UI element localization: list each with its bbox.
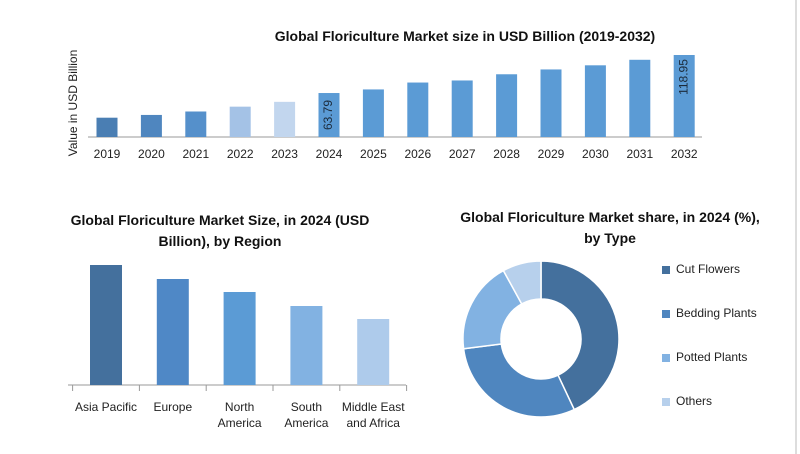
x-tick-label: South America — [284, 400, 329, 430]
x-tick-label: Europe — [153, 400, 193, 414]
value-label: 118.95 — [676, 59, 690, 95]
y-axis-label: Value in USD Billion — [66, 50, 80, 157]
chart-title: Global Floriculture Market Size, in 2024… — [70, 212, 370, 249]
bar — [496, 74, 518, 137]
bar — [96, 117, 118, 137]
donut-slice — [462, 343, 576, 418]
bar — [156, 279, 189, 385]
legend-swatch — [662, 266, 670, 274]
value-label: 63.79 — [321, 100, 335, 130]
x-tick-label: 2025 — [360, 147, 387, 161]
bar — [290, 306, 323, 385]
chart-title: Global Floriculture Market share, in 202… — [460, 209, 760, 246]
bar — [673, 55, 695, 137]
x-tick-label: North America — [217, 400, 262, 430]
bar — [584, 65, 606, 137]
x-tick-label: 2021 — [182, 147, 209, 161]
x-tick-label: 2023 — [271, 147, 298, 161]
legend-label: Others — [676, 394, 712, 408]
bar — [362, 89, 384, 137]
legend-label: Potted Plants — [676, 350, 747, 364]
x-tick-label: 2032 — [671, 147, 698, 161]
legend-swatch — [662, 310, 670, 318]
x-tick-label: 2027 — [449, 147, 476, 161]
donut-slice — [502, 260, 542, 305]
bar — [629, 59, 651, 137]
bar — [540, 69, 562, 137]
x-tick-label: 2020 — [138, 147, 165, 161]
x-tick-label: 2026 — [404, 147, 431, 161]
chart-title: Global Floriculture Market size in USD B… — [274, 28, 656, 44]
bar — [229, 106, 251, 137]
legend-label: Bedding Plants — [676, 306, 757, 320]
legend-swatch — [662, 354, 670, 362]
bar — [451, 80, 473, 137]
bar — [223, 292, 256, 385]
legend-label: Cut Flowers — [676, 262, 740, 276]
legend-swatch — [662, 398, 670, 406]
x-tick-label: 2030 — [582, 147, 609, 161]
x-tick-label: 2022 — [227, 147, 254, 161]
donut-slice — [540, 260, 620, 411]
x-tick-label: Asia Pacific — [74, 400, 138, 414]
bar — [274, 101, 296, 137]
bar — [90, 265, 122, 385]
bar — [357, 319, 390, 385]
bar — [140, 114, 162, 137]
bar — [185, 111, 207, 137]
x-tick-label: 2029 — [538, 147, 565, 161]
x-tick-label: 2019 — [94, 147, 121, 161]
x-tick-label: Middle East and Africa — [341, 400, 405, 430]
x-tick-label: 2024 — [316, 147, 343, 161]
x-tick-label: 2031 — [626, 147, 653, 161]
x-tick-label: 2028 — [493, 147, 520, 161]
bar — [318, 93, 340, 137]
bar — [407, 82, 429, 137]
